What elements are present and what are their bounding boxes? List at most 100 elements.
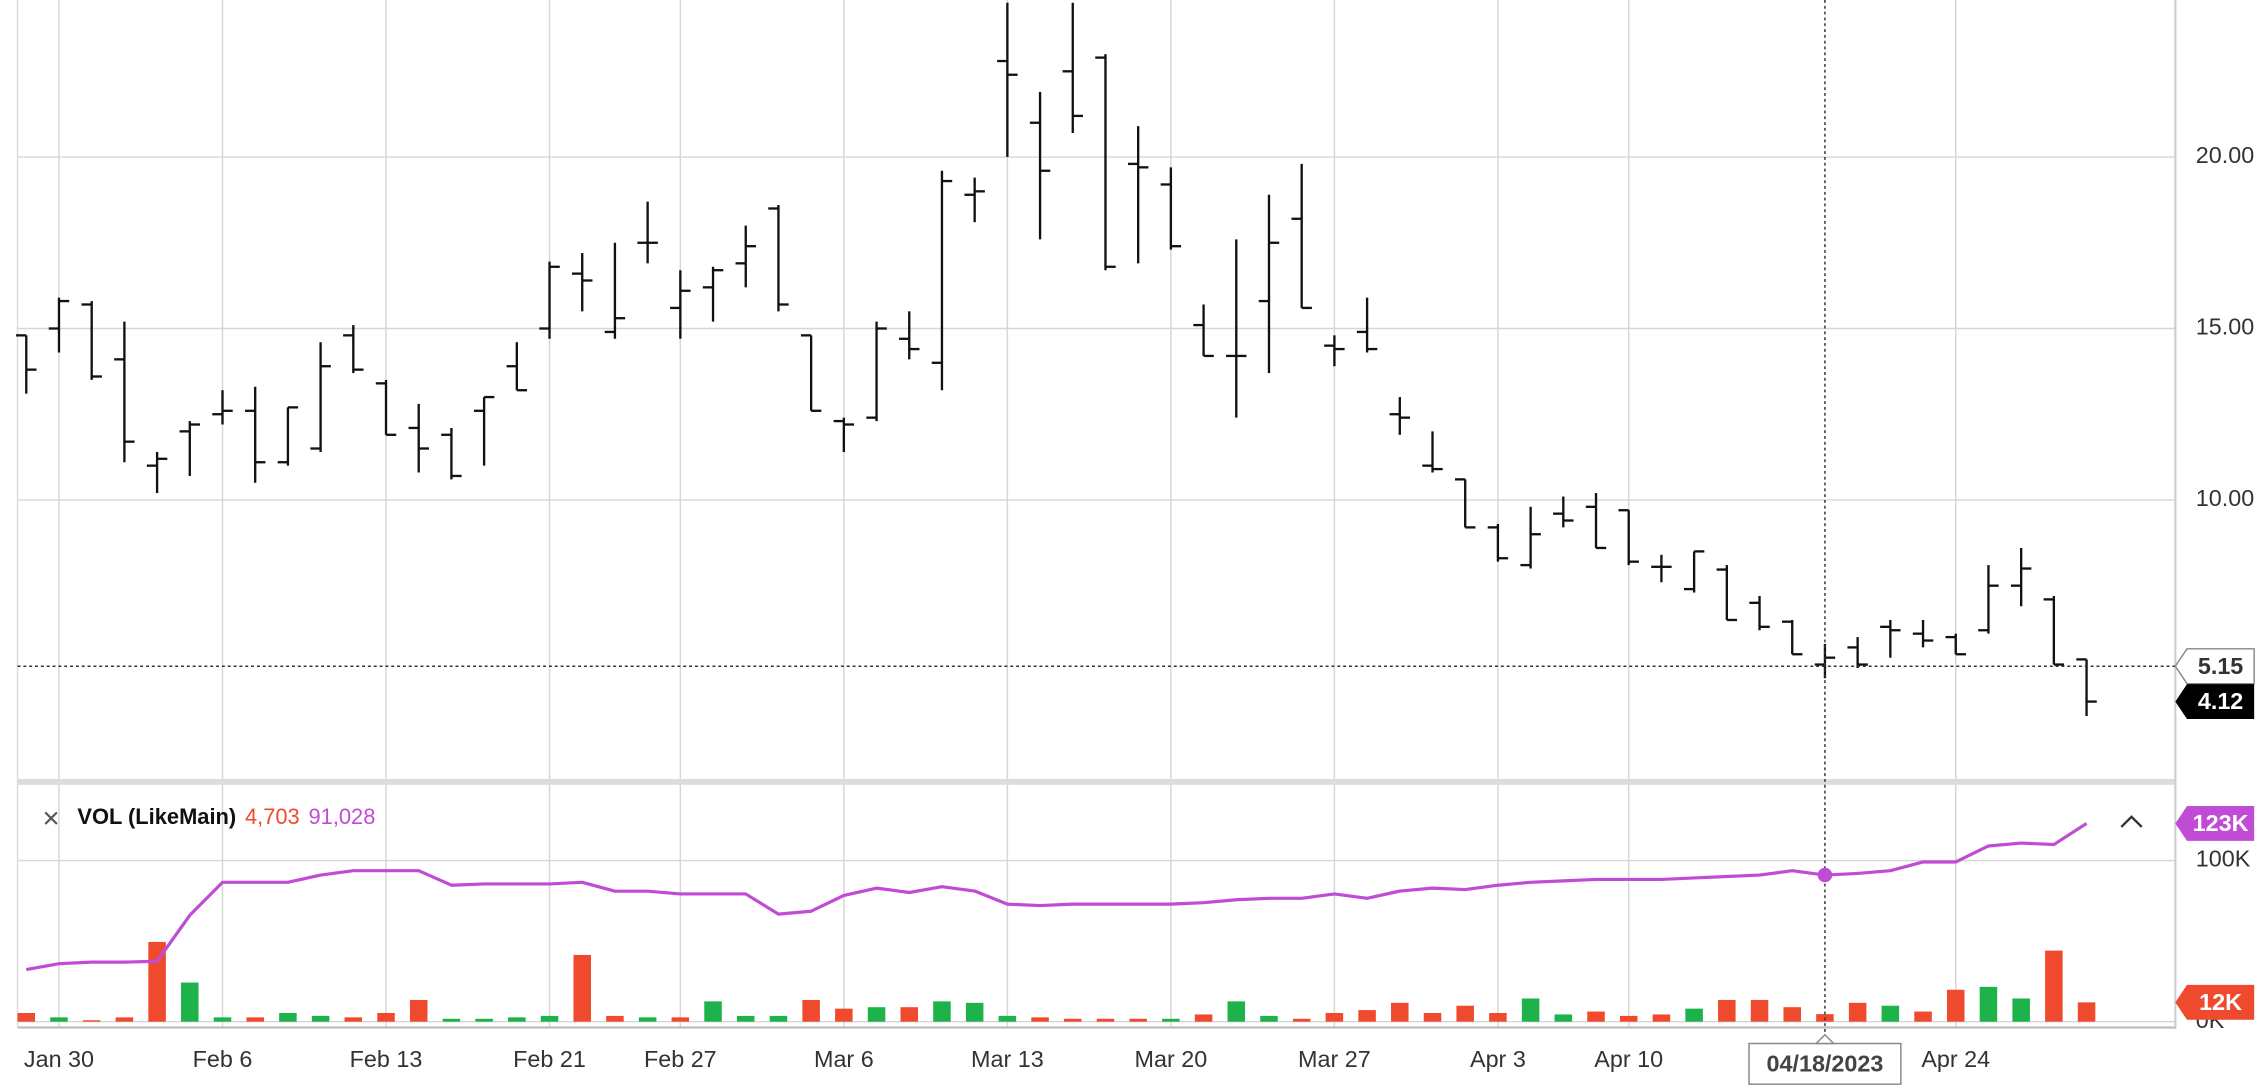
- crosshair-date-label: 04/18/2023: [1766, 1050, 1883, 1076]
- indicator-legend: VOL (LikeMain) 4,703 91,028: [44, 804, 2143, 829]
- volume-bar: [867, 1007, 886, 1022]
- pane-separator: [17, 778, 2176, 785]
- volume-bar: [1292, 1018, 1311, 1022]
- volume-bar: [1162, 1018, 1180, 1022]
- volume-bar: [50, 1017, 68, 1022]
- volume-bar: [671, 1017, 690, 1022]
- last-price-badge-label: 4.12: [2198, 688, 2243, 714]
- volume-bar: [1325, 1012, 1344, 1022]
- volume-bar: [1718, 999, 1736, 1022]
- volume-bar: [409, 999, 428, 1022]
- volume-bar: [1129, 1018, 1147, 1022]
- volume-bar: [82, 1020, 101, 1022]
- volume-bar: [769, 1015, 788, 1022]
- volume-bar: [213, 1017, 232, 1022]
- volume-bar: [1587, 1011, 1605, 1022]
- close-indicator-button[interactable]: [44, 811, 58, 825]
- volume-bar: [1096, 1018, 1115, 1022]
- y-tick-label: 100K: [2196, 846, 2251, 872]
- value-badge: [2175, 984, 2255, 1020]
- x-tick-label: Apr 3: [1470, 1046, 1526, 1072]
- volume-bar: [573, 954, 591, 1022]
- volume-bar: [1783, 1007, 1801, 1022]
- volume-bar: [540, 1015, 559, 1022]
- volume-bar: [1554, 1014, 1573, 1022]
- x-tick-label: Jan 30: [24, 1046, 94, 1072]
- crosshair-date-box: [1748, 1042, 1902, 1085]
- crosshair-price-badge-label: 5.15: [2198, 653, 2243, 679]
- x-tick-label: Feb 27: [644, 1046, 717, 1072]
- volume-bar: [933, 1001, 951, 1022]
- legend-value: 91,028: [308, 804, 375, 829]
- volume-bar: [1685, 1008, 1703, 1022]
- grid: Jan 30 Feb 6 Feb 13 Feb 21 Feb 27 Mar 6 Mar 13…: [17, 0, 2254, 1072]
- volume-bar: [1521, 998, 1540, 1022]
- last-price-badge: [2175, 684, 2255, 720]
- volume-bar: [1914, 1011, 1932, 1022]
- legend-value: 4,703: [245, 804, 300, 829]
- volume-bar: [442, 1018, 461, 1022]
- collapse-button[interactable]: [2120, 815, 2143, 828]
- volume-bar: [181, 982, 199, 1022]
- crosshair-point: [1817, 867, 1833, 883]
- volume-bar: [606, 1015, 624, 1022]
- volume-bar: [311, 1015, 330, 1022]
- value-badge: [2175, 806, 2255, 841]
- volume-bar: [1979, 986, 1998, 1022]
- x-tick-label: Feb 13: [350, 1046, 423, 1072]
- volume-bar: [1750, 999, 1769, 1022]
- volume-bar: [704, 1001, 722, 1022]
- volume-bar: [475, 1018, 493, 1022]
- volume-bar: [246, 1017, 264, 1022]
- x-tick-label: Mar 27: [1298, 1046, 1371, 1072]
- x-tick-label: Feb 21: [513, 1046, 586, 1072]
- volume-bar: [998, 1015, 1017, 1022]
- volume-bar: [1194, 1014, 1213, 1022]
- overlay: 5.15 04/18/2023 4.12 123K 12K: [17, 0, 2255, 1085]
- x-tick-label: Apr 24: [1921, 1046, 1990, 1072]
- x-tick-label: Mar 20: [1135, 1046, 1208, 1072]
- crosshair-date-pointer: [1814, 1033, 1836, 1045]
- volume-bar: [115, 1017, 134, 1022]
- volume-bar: [279, 1012, 297, 1022]
- legend-title: VOL (LikeMain): [77, 804, 236, 829]
- volume-bar: [2045, 950, 2063, 1022]
- volume-bar: [1489, 1012, 1507, 1022]
- value-badge-label: 123K: [2193, 810, 2249, 836]
- volume-bar: [1031, 1017, 1049, 1022]
- y-tick-label: 15.00: [2196, 314, 2254, 340]
- volume-bar: [2012, 998, 2030, 1022]
- y-tick-label: 20.00: [2196, 142, 2254, 168]
- marks: [16, 2, 2097, 1022]
- volume-bar: [802, 999, 820, 1022]
- volume-bar: [1456, 1005, 1474, 1022]
- volume-bar: [1619, 1015, 1638, 1022]
- value-badge-label: 12K: [2199, 989, 2242, 1015]
- volume-bar: [736, 1015, 755, 1022]
- volume-bar: [2077, 1002, 2096, 1022]
- volume-average-line: [25, 822, 2088, 972]
- x-tick-label: Feb 6: [193, 1046, 253, 1072]
- x-tick-label: Mar 13: [971, 1046, 1044, 1072]
- volume-bar: [1260, 1015, 1278, 1022]
- volume-bar: [835, 1008, 853, 1022]
- volume-bar: [1064, 1018, 1082, 1022]
- volume-bar: [377, 1012, 395, 1022]
- volume-bar: [1227, 1001, 1246, 1022]
- crosshair-price-badge: [2174, 648, 2255, 685]
- volume-bar: [1391, 1002, 1409, 1022]
- volume-bar: [965, 1002, 984, 1022]
- volume-bar: [900, 1007, 919, 1022]
- volume-bar: [638, 1017, 657, 1022]
- volume-bar: [1652, 1014, 1671, 1022]
- volume-bar: [1423, 1012, 1442, 1022]
- volume-bar: [17, 1012, 36, 1022]
- volume-bar: [1358, 1010, 1376, 1022]
- x-tick-label: Mar 6: [814, 1046, 874, 1072]
- volume-bar: [1946, 989, 1965, 1022]
- y-tick-label: 10.00: [2196, 485, 2254, 511]
- legend-text: VOL (LikeMain) 4,703 91,028: [77, 804, 375, 829]
